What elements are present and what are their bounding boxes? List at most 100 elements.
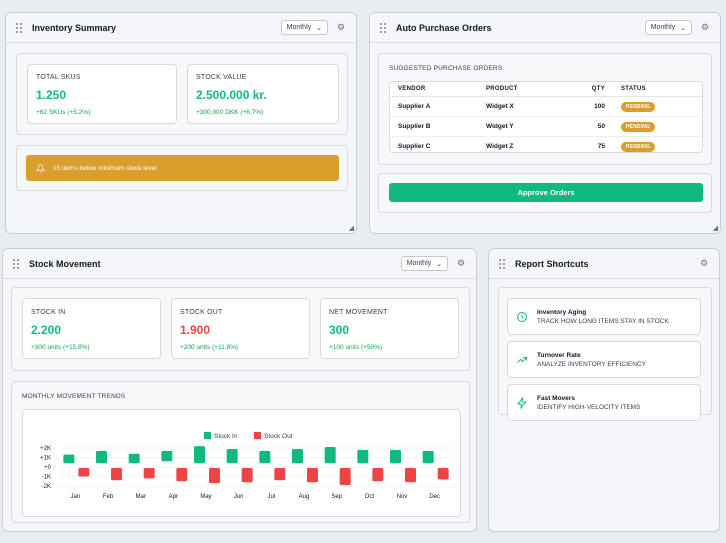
bar-stock-out-jan[interactable] <box>78 467 90 477</box>
bar-stock-in-feb[interactable] <box>96 450 107 464</box>
bar-stock-in-aug[interactable] <box>292 448 303 464</box>
stock-in-label: STOCK IN <box>31 309 66 316</box>
report-shortcuts-widget: Report Shortcuts ⚙ Inventory Aging Track… <box>488 248 720 532</box>
product-cell: Widget X <box>478 96 573 117</box>
drag-handle-icon[interactable] <box>16 22 24 33</box>
status-cell: PENDING <box>613 136 702 152</box>
drag-handle-icon[interactable] <box>380 22 388 33</box>
y-tick-label: +1K <box>40 456 51 462</box>
gear-icon[interactable]: ⚙ <box>456 258 466 268</box>
total-skus-label: TOTAL SKUS <box>36 74 81 81</box>
bar-stock-out-nov[interactable] <box>405 467 416 483</box>
auto-purchase-header: Auto Purchase Orders Monthly ⌄ ⚙ <box>370 13 720 43</box>
auto-purchase-title: Auto Purchase Orders <box>396 22 492 33</box>
bar-stock-in-oct[interactable] <box>357 449 369 464</box>
table-row[interactable]: Supplier C Widget Z 75 PENDING <box>390 136 702 152</box>
legend-swatch-1 <box>254 432 261 439</box>
shortcut-turnover-rate[interactable]: Turnover Rate Analyze inventory efficien… <box>507 341 701 378</box>
inventory-summary-title: Inventory Summary <box>32 22 117 33</box>
bar-stock-out-jul[interactable] <box>274 467 286 481</box>
drag-handle-icon[interactable] <box>13 258 21 269</box>
bar-stock-in-apr[interactable] <box>161 450 173 462</box>
x-tick-label: Oct <box>365 494 375 500</box>
stock-in-value: 2.200 <box>31 323 62 337</box>
resize-handle-icon[interactable]: ◢ <box>712 225 718 232</box>
bar-stock-in-jul[interactable] <box>259 450 271 464</box>
inventory-period-select[interactable]: Monthly ⌄ <box>280 20 328 35</box>
bar-stock-in-dec[interactable] <box>422 450 434 464</box>
stock-value-value: 2.500.000 kr. <box>196 88 267 102</box>
column-header-product: PRODUCT <box>478 82 573 97</box>
stock-movement-title: Stock Movement <box>29 258 101 269</box>
x-tick-label: Aug <box>299 494 310 500</box>
movement-period-select[interactable]: Monthly ⌄ <box>400 256 448 271</box>
status-badge: PENDING <box>621 141 656 152</box>
status-cell: PENDING <box>613 96 702 117</box>
status-cell: PENDING <box>613 116 702 137</box>
x-tick-label: Apr <box>169 494 178 500</box>
x-tick-label: Feb <box>103 494 114 500</box>
movement-chart: Stock In Stock Out +2K +1K +0 -1K -2K Jan Feb Mar… <box>40 432 453 500</box>
bar-stock-in-nov[interactable] <box>390 449 401 464</box>
y-tick-label: +2K <box>40 446 51 452</box>
bar-stock-out-jun[interactable] <box>241 467 253 483</box>
low-stock-alert[interactable]: 15 items below minimum stock level <box>26 155 339 181</box>
purchase-orders-table-card: VENDOR PRODUCT QTY STATUS Supplier A Wid… <box>389 81 703 153</box>
bar-stock-out-oct[interactable] <box>372 467 384 482</box>
legend-swatch-0 <box>204 432 211 439</box>
qty-cell: 75 <box>573 136 613 152</box>
column-header-qty: QTY <box>573 82 613 97</box>
drag-handle-icon[interactable] <box>499 258 507 269</box>
bar-stock-out-apr[interactable] <box>176 467 188 482</box>
gear-icon[interactable]: ⚙ <box>700 22 710 32</box>
vendor-cell: Supplier B <box>390 116 478 137</box>
bar-stock-out-may[interactable] <box>209 467 220 484</box>
inventory-summary-header: Inventory Summary Monthly ⌄ ⚙ <box>6 13 356 43</box>
trend-label: MONTHLY MOVEMENT TRENDS <box>22 393 126 400</box>
shortcut-desc: Analyze inventory efficiency <box>537 360 646 368</box>
movement-trends-panel: MONTHLY MOVEMENT TRENDS Stock In Stock Ou… <box>11 381 470 523</box>
vendor-cell: Supplier A <box>390 96 478 117</box>
bar-stock-out-feb[interactable] <box>111 467 122 481</box>
resize-handle-icon[interactable]: ◢ <box>348 225 354 232</box>
stock-out-label: STOCK OUT <box>180 309 223 316</box>
bar-stock-out-dec[interactable] <box>437 467 449 480</box>
bar-stock-in-jan[interactable] <box>63 454 75 464</box>
trending-up-icon <box>517 356 527 363</box>
bar-stock-out-aug[interactable] <box>307 467 318 483</box>
inventory-summary-widget: Inventory Summary Monthly ⌄ ⚙ TOTAL SKUS … <box>5 12 357 234</box>
total-skus-card: TOTAL SKUS 1.250 +62 SKUs (+5.2%) <box>27 64 177 124</box>
vendor-cell: Supplier C <box>390 136 478 152</box>
approve-panel: Approve Orders <box>378 173 712 213</box>
bar-stock-in-may[interactable] <box>194 446 205 464</box>
bar-stock-in-mar[interactable] <box>128 453 140 464</box>
bar-stock-out-mar[interactable] <box>143 467 155 479</box>
net-movement-card: NET MOVEMENT 300 +100 units (+50%) <box>320 298 459 359</box>
approve-orders-button[interactable]: Approve Orders <box>389 183 703 202</box>
table-row[interactable]: Supplier A Widget X 100 PENDING <box>390 96 702 117</box>
column-header-vendor: VENDOR <box>390 82 478 97</box>
x-tick-label: May <box>200 494 211 500</box>
stock-value-label: STOCK VALUE <box>196 74 247 81</box>
gear-icon[interactable]: ⚙ <box>699 258 709 268</box>
alert-panel: 15 items below minimum stock level <box>16 145 348 191</box>
shortcut-fast-movers[interactable]: Fast Movers Identify high-velocity items <box>507 384 701 421</box>
stock-movement-widget: Stock Movement Monthly ⌄ ⚙ STOCK IN 2.200… <box>2 248 477 532</box>
report-shortcuts-header: Report Shortcuts ⚙ <box>489 249 719 279</box>
product-cell: Widget Z <box>478 136 573 152</box>
shortcut-desc: Identify high-velocity items <box>537 403 641 411</box>
shortcut-inventory-aging[interactable]: Inventory Aging Track how long items sta… <box>507 298 701 335</box>
legend-label-0: Stock In <box>214 433 238 440</box>
x-tick-label: Mar <box>135 494 145 500</box>
purchase-orders-panel: SUGGESTED PURCHASE ORDERS VENDOR PRODUCT… <box>378 53 712 165</box>
purchase-period-select[interactable]: Monthly ⌄ <box>644 20 692 35</box>
bar-stock-in-sep[interactable] <box>324 447 336 464</box>
table-row[interactable]: Supplier B Widget Y 50 PENDING <box>390 116 702 137</box>
y-tick-label: -2K <box>42 484 51 490</box>
gear-icon[interactable]: ⚙ <box>336 22 346 32</box>
chevron-down-icon: ⌄ <box>436 260 442 268</box>
stock-value-card: STOCK VALUE 2.500.000 kr. +300,000 DKK (… <box>187 64 339 124</box>
bar-stock-in-jun[interactable] <box>226 448 238 464</box>
status-badge: PENDING <box>621 121 656 132</box>
bar-stock-out-sep[interactable] <box>339 467 351 486</box>
